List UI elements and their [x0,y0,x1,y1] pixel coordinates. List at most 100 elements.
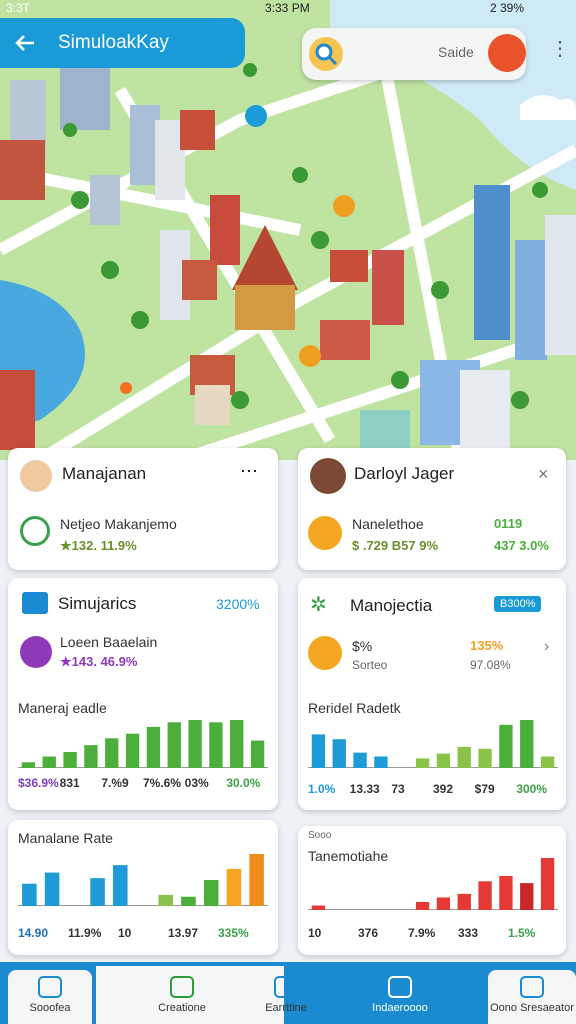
bar [158,894,173,906]
chevron[interactable]: › [544,638,550,655]
chart-label: 7%.6% [143,776,182,790]
item-name: Nanelethoe [352,516,424,532]
chart-label: 13.97 [168,926,199,940]
item-value: 0119 [494,516,523,531]
item-name: Netjeo Makanjemo [60,516,177,532]
bar [457,746,471,768]
menu-dots[interactable]: ⋮ [550,38,570,60]
bar [415,758,430,768]
bar [203,880,219,906]
bar [42,756,56,768]
chart-label: 10 [308,926,322,940]
nav-tab[interactable]: Creatione [132,966,232,1024]
nav-icon [38,976,62,998]
chart-label: 333 [458,926,479,940]
status-battery: 2 39% [490,1,525,15]
chart-label: 10 [118,926,132,940]
bar [457,893,471,910]
avatar [20,460,52,492]
search-bar[interactable]: Saide [302,28,526,80]
chart-label: 03% [184,776,209,790]
chart-label: 30.0% [226,776,261,790]
search-icon[interactable] [306,34,346,74]
chart-title: Tanemotiahe [308,848,389,864]
bar [478,881,492,910]
nav-tab[interactable]: Oono Sresaeator [488,966,576,1024]
buildings [0,60,576,450]
bar [226,868,242,906]
card-title: Simujarics [58,594,137,613]
bar [436,753,451,768]
nav-label: Sooofea [29,1002,71,1014]
item-name: Loeen Baaelain [60,634,158,650]
item-icon [20,516,50,546]
chart-title: Maneraj eadle [18,700,107,716]
chart-label: 376 [358,926,379,940]
chart-label: 13.33 [349,782,380,796]
chart-label: 14.90 [18,926,49,940]
item-change: 97.08% [470,658,511,672]
bar-chart [18,720,268,768]
item-stat: ★132. 11.9% [60,538,137,553]
bar [22,883,37,906]
bar [250,740,265,768]
nav-label: Indaeroooo [372,1002,428,1014]
bar [374,756,388,768]
nav-label: Oono Sresaeator [490,1002,574,1014]
nav-label: Earrttine [265,1002,307,1014]
card-value: 3200% [216,596,260,612]
trees [63,63,548,409]
card-icon: ✲ [310,594,327,616]
status-time: 3:33 PM [265,1,310,15]
chart-label: 300% [516,782,548,796]
back-button[interactable] [14,33,36,53]
nav-icon [274,976,298,998]
bar [125,733,140,768]
bar [146,726,161,768]
cloud [520,95,576,120]
search-text: Saide [438,44,474,60]
chart-label: 73 [391,782,405,796]
item-icon [20,636,52,668]
bar [311,905,326,910]
card[interactable]: Manalane Rate 14.90 11.9% 10 13.97 335% [8,820,278,955]
item-value: 135% [470,638,504,653]
status-signal: 3:3T [6,1,31,15]
card[interactable]: Manajanan ··· Netjeo Makanjemo ★132. 11.… [8,448,278,570]
card-icon [22,592,48,614]
nav-tab[interactable]: Indaeroooo [340,966,460,1024]
bar [181,896,196,906]
bar [249,854,264,906]
bar [478,748,492,768]
chart-label: $79 [474,782,495,796]
card[interactable]: ✲ Manojectia B300% $% Sorteo 135% 97.08%… [298,578,566,810]
app-title: SimuloakKay [58,32,169,53]
card-title: Manojectia [350,596,433,615]
action-button[interactable] [488,34,526,72]
card[interactable]: Darloyl Jager × Nanelethoe $ .729 B57 9%… [298,448,566,570]
nav-icon [388,976,412,998]
bar [90,878,105,906]
bar [21,762,36,768]
bar [63,752,77,768]
bar [230,720,244,768]
bar [188,720,202,768]
nav-tab[interactable]: Earrttine [236,966,336,1024]
bar [415,901,430,910]
chart-title: Reridel Radetk [308,700,401,716]
avatar [310,458,346,494]
item-stat: $ .729 B57 9% [352,538,439,553]
more-button[interactable]: ··· [240,460,258,480]
bar [540,858,555,910]
bar-chart [308,858,558,910]
card[interactable]: Simujarics 3200% Loeen Baaelain ★143. 46… [8,578,278,810]
bar [520,720,534,768]
bar [311,734,326,768]
nav-tab[interactable]: Sooofea [8,966,92,1024]
bar [105,738,119,768]
card[interactable]: Sooo Tanemotiahe 10 376 7.9% 333 1.5% [298,826,566,955]
card-title: Manajanan [62,464,147,483]
map-pins[interactable] [120,105,355,394]
close-button[interactable]: × [538,464,549,484]
